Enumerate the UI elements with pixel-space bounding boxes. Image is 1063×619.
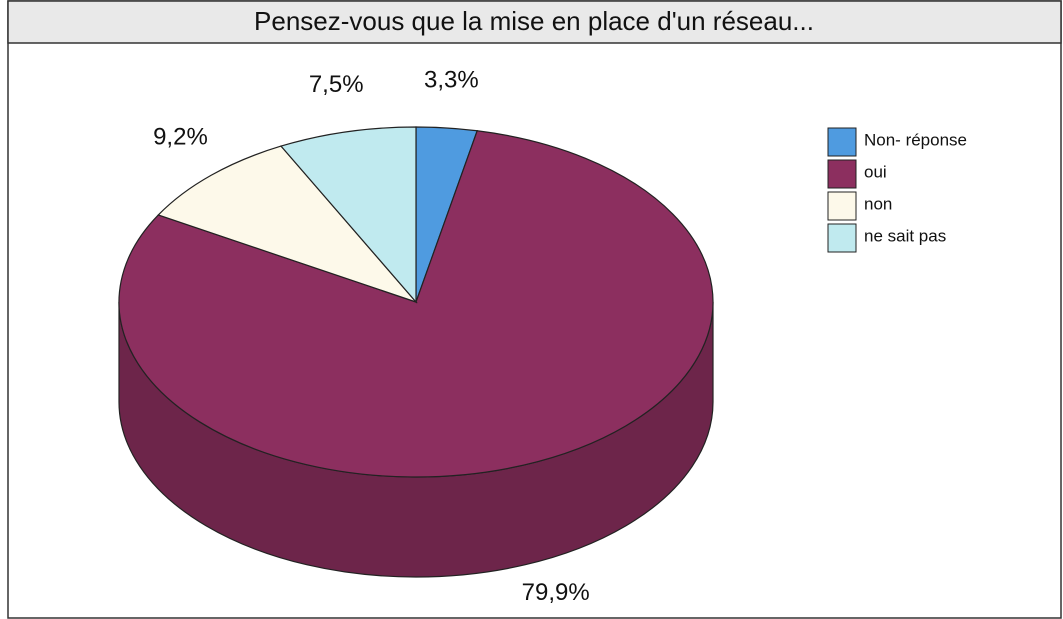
data-label: 79,9% [522,579,590,606]
data-label: 7,5% [309,71,364,98]
slice [279,126,417,304]
slice [118,130,714,478]
slice [157,145,418,304]
legend-swatch [827,191,857,221]
data-label: 9,2% [153,123,208,150]
legend-swatch [827,127,857,157]
legend-label: Non- réponse [864,130,967,149]
legend-label: oui [864,162,887,181]
legend-swatch [827,223,857,253]
legend-label: ne sait pas [864,226,946,245]
title-bar [7,0,1062,44]
chart-title: Pensez-vous que la mise en place d'un ré… [254,6,814,36]
data-label: 3,3% [424,66,479,93]
legend-swatch [827,159,857,189]
legend-label: non [864,194,892,213]
